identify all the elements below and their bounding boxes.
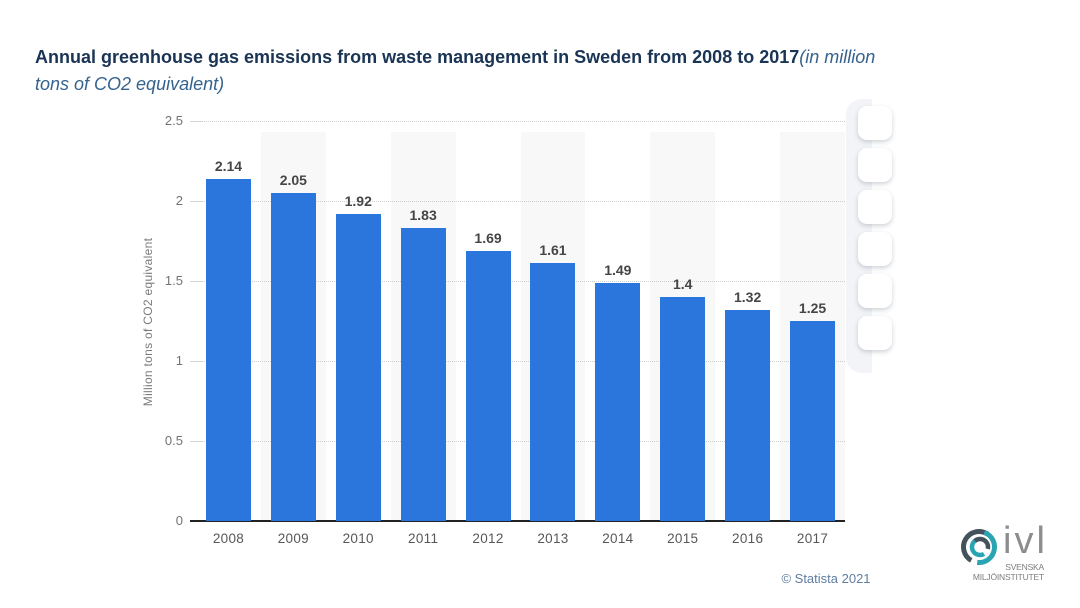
chart-title-main: Annual greenhouse gas emissions from was… — [35, 47, 800, 67]
chart-title-line2: tons of CO2 equivalent) — [35, 71, 1035, 98]
ivl-subtitle-svenska: SVENSKA — [1005, 562, 1044, 572]
x-tick-label-2014: 2014 — [602, 531, 634, 546]
gridline-1.5 — [196, 281, 845, 282]
ivl-swirl-icon — [961, 529, 997, 565]
bar-2016[interactable] — [725, 309, 771, 521]
x-tick-label-2015: 2015 — [667, 531, 699, 546]
bar-value-label-2013: 1.61 — [539, 242, 567, 259]
gridline-1 — [196, 361, 845, 362]
toolbar-button-3[interactable] — [858, 190, 892, 224]
x-tick-label-2012: 2012 — [472, 531, 504, 546]
bar-value-label-2014: 1.49 — [604, 261, 632, 278]
y-tick-label-0.5: 0.5 — [164, 433, 183, 448]
bar-value-label-2010: 1.92 — [344, 192, 372, 209]
x-tick-label-2008: 2008 — [212, 531, 245, 546]
bar-value-label-2012: 1.69 — [474, 229, 502, 246]
bar-2009[interactable] — [270, 193, 316, 521]
bar-2013[interactable] — [530, 263, 576, 521]
y-tick-1 — [190, 361, 203, 362]
chart-title-line1: Annual greenhouse gas emissions from was… — [35, 44, 1035, 71]
gridline-2 — [196, 201, 845, 202]
chart-title-unit-start: (in million — [799, 47, 876, 67]
toolbar-button-1[interactable] — [858, 106, 892, 140]
ivl-logo-subtitle: SVENSKA MILJÖINSTITUTET — [957, 562, 1044, 582]
gridline-0.5 — [196, 441, 845, 442]
y-tick-label-2.5: 2.5 — [164, 113, 183, 128]
y-tick-label-2: 2 — [175, 193, 183, 208]
ivl-subtitle-miljoinstitutet: MILJÖINSTITUTET — [972, 572, 1044, 582]
chart-title-unit-end: tons of CO2 equivalent) — [35, 74, 225, 94]
bar-2017[interactable] — [790, 321, 836, 521]
y-tick-0.5 — [190, 441, 203, 442]
toolbar-button-2[interactable] — [858, 148, 892, 182]
bar-value-label-2011: 1.83 — [409, 207, 437, 224]
x-tick-label-2016: 2016 — [732, 531, 764, 546]
y-tick-label-1.5: 1.5 — [164, 273, 183, 288]
bar-2008[interactable] — [205, 178, 251, 521]
gridline-2.5 — [196, 121, 845, 122]
toolbar-button-4[interactable] — [858, 232, 892, 266]
statista-copyright: © Statista 2021 — [781, 571, 871, 586]
y-tick-2.5 — [190, 121, 203, 122]
chart-title: Annual greenhouse gas emissions from was… — [35, 44, 1035, 98]
x-tick-label-2011: 2011 — [408, 531, 439, 546]
bar-value-label-2017: 1.25 — [798, 300, 827, 316]
bar-2014[interactable] — [595, 282, 641, 521]
bar-2012[interactable] — [465, 250, 511, 521]
y-tick-2 — [190, 201, 203, 202]
bar-2010[interactable] — [335, 213, 381, 521]
x-tick-label-2010: 2010 — [342, 531, 374, 546]
x-tick-label-2013: 2013 — [537, 531, 569, 546]
x-tick-label-2009: 2009 — [277, 531, 309, 546]
toolbar-button-6[interactable] — [858, 316, 892, 350]
ivl-logo: ivl SVENSKA MILJÖINSTITUTET — [957, 521, 1057, 586]
y-tick-label-1: 1 — [175, 353, 183, 368]
toolbar-button-5[interactable] — [858, 274, 892, 308]
x-axis-line — [190, 520, 845, 522]
ivl-logo-text: ivl — [1003, 520, 1048, 562]
bar-value-label-2009: 2.05 — [279, 172, 307, 188]
bar-2011[interactable] — [400, 228, 446, 521]
bar-value-label-2016: 1.32 — [734, 288, 762, 305]
y-tick-1.5 — [190, 281, 203, 282]
bar-value-label-2008: 2.14 — [214, 157, 243, 174]
x-tick-label-2017: 2017 — [796, 531, 829, 546]
y-tick-label-0: 0 — [175, 513, 183, 528]
bar-value-label-2015: 1.4 — [673, 276, 693, 292]
bar-2015[interactable] — [660, 297, 706, 521]
y-axis-title: Million tons of CO2 equivalent — [141, 237, 155, 407]
